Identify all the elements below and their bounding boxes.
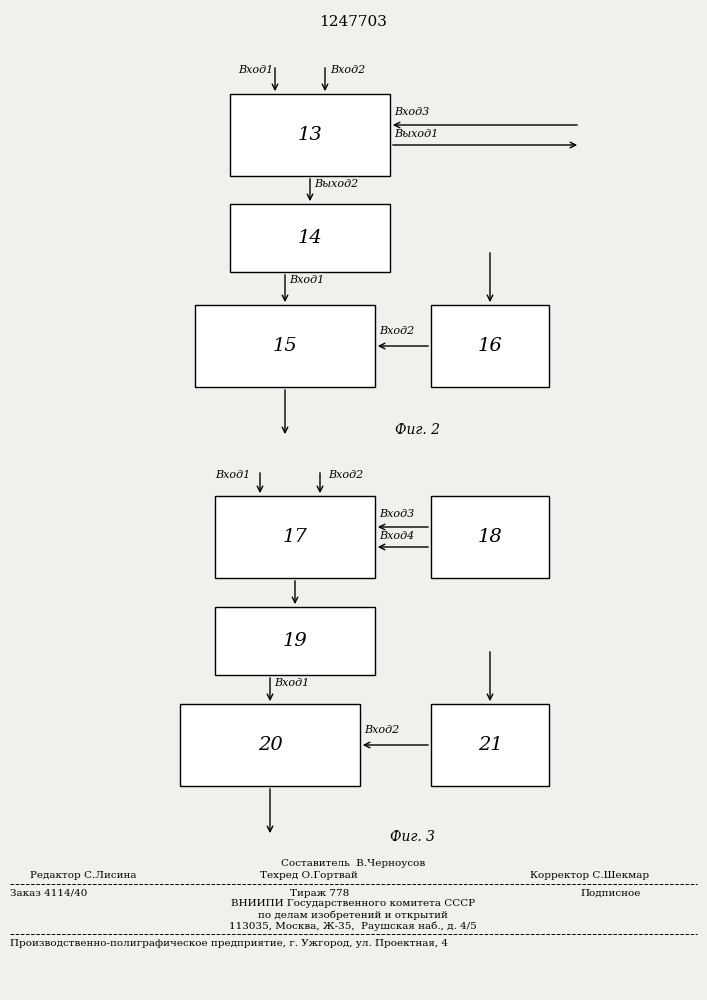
Text: Техред О.Гортвай: Техред О.Гортвай <box>260 871 358 880</box>
Bar <box>215 496 375 578</box>
Bar <box>230 204 390 272</box>
Text: Корректор С.Шекмар: Корректор С.Шекмар <box>530 871 649 880</box>
Text: 21: 21 <box>478 736 503 754</box>
Text: Вход1: Вход1 <box>289 275 325 285</box>
Bar <box>215 607 375 675</box>
Text: Вход2: Вход2 <box>330 65 366 75</box>
Text: 113035, Москва, Ж-35,  Раушская наб., д. 4/5: 113035, Москва, Ж-35, Раушская наб., д. … <box>229 921 477 931</box>
Text: Составитель  В.Черноусов: Составитель В.Черноусов <box>281 858 425 867</box>
Bar <box>230 94 390 176</box>
Text: Вход2: Вход2 <box>379 326 414 336</box>
Text: Вход3: Вход3 <box>394 107 429 117</box>
Text: Тираж 778: Тираж 778 <box>291 888 350 898</box>
Text: 17: 17 <box>283 528 308 546</box>
Bar <box>431 704 549 786</box>
Text: 19: 19 <box>283 632 308 650</box>
Text: ВНИИПИ Государственного комитета СССР: ВНИИПИ Государственного комитета СССР <box>231 900 475 908</box>
Text: 15: 15 <box>273 337 298 355</box>
Text: 18: 18 <box>478 528 503 546</box>
Bar <box>180 704 360 786</box>
Text: Вход2: Вход2 <box>328 470 363 480</box>
Text: 1247703: 1247703 <box>319 15 387 29</box>
Text: 20: 20 <box>257 736 282 754</box>
Text: Вход4: Вход4 <box>379 531 414 541</box>
Text: Подписное: Подписное <box>580 888 641 898</box>
Text: Вход3: Вход3 <box>379 509 414 519</box>
Bar <box>431 305 549 387</box>
Text: Редактор С.Лисина: Редактор С.Лисина <box>30 871 136 880</box>
Text: Вход2: Вход2 <box>364 725 399 735</box>
Text: Выход2: Выход2 <box>314 179 358 189</box>
Text: 14: 14 <box>298 229 322 247</box>
Text: 13: 13 <box>298 126 322 144</box>
Text: Выход1: Выход1 <box>394 129 438 139</box>
Text: по делам изобретений и открытий: по делам изобретений и открытий <box>258 910 448 920</box>
Text: Заказ 4114/40: Заказ 4114/40 <box>10 888 88 898</box>
Text: Производственно-полиграфическое предприятие, г. Ужгород, ул. Проектная, 4: Производственно-полиграфическое предприя… <box>10 940 448 948</box>
Text: 16: 16 <box>478 337 503 355</box>
Bar <box>431 496 549 578</box>
Bar <box>195 305 375 387</box>
Text: Вход1: Вход1 <box>215 470 250 480</box>
Text: Вход1: Вход1 <box>238 65 273 75</box>
Text: Вход1: Вход1 <box>274 678 309 688</box>
Text: Фиг. 2: Фиг. 2 <box>395 423 440 437</box>
Text: Фиг. 3: Фиг. 3 <box>390 830 435 844</box>
